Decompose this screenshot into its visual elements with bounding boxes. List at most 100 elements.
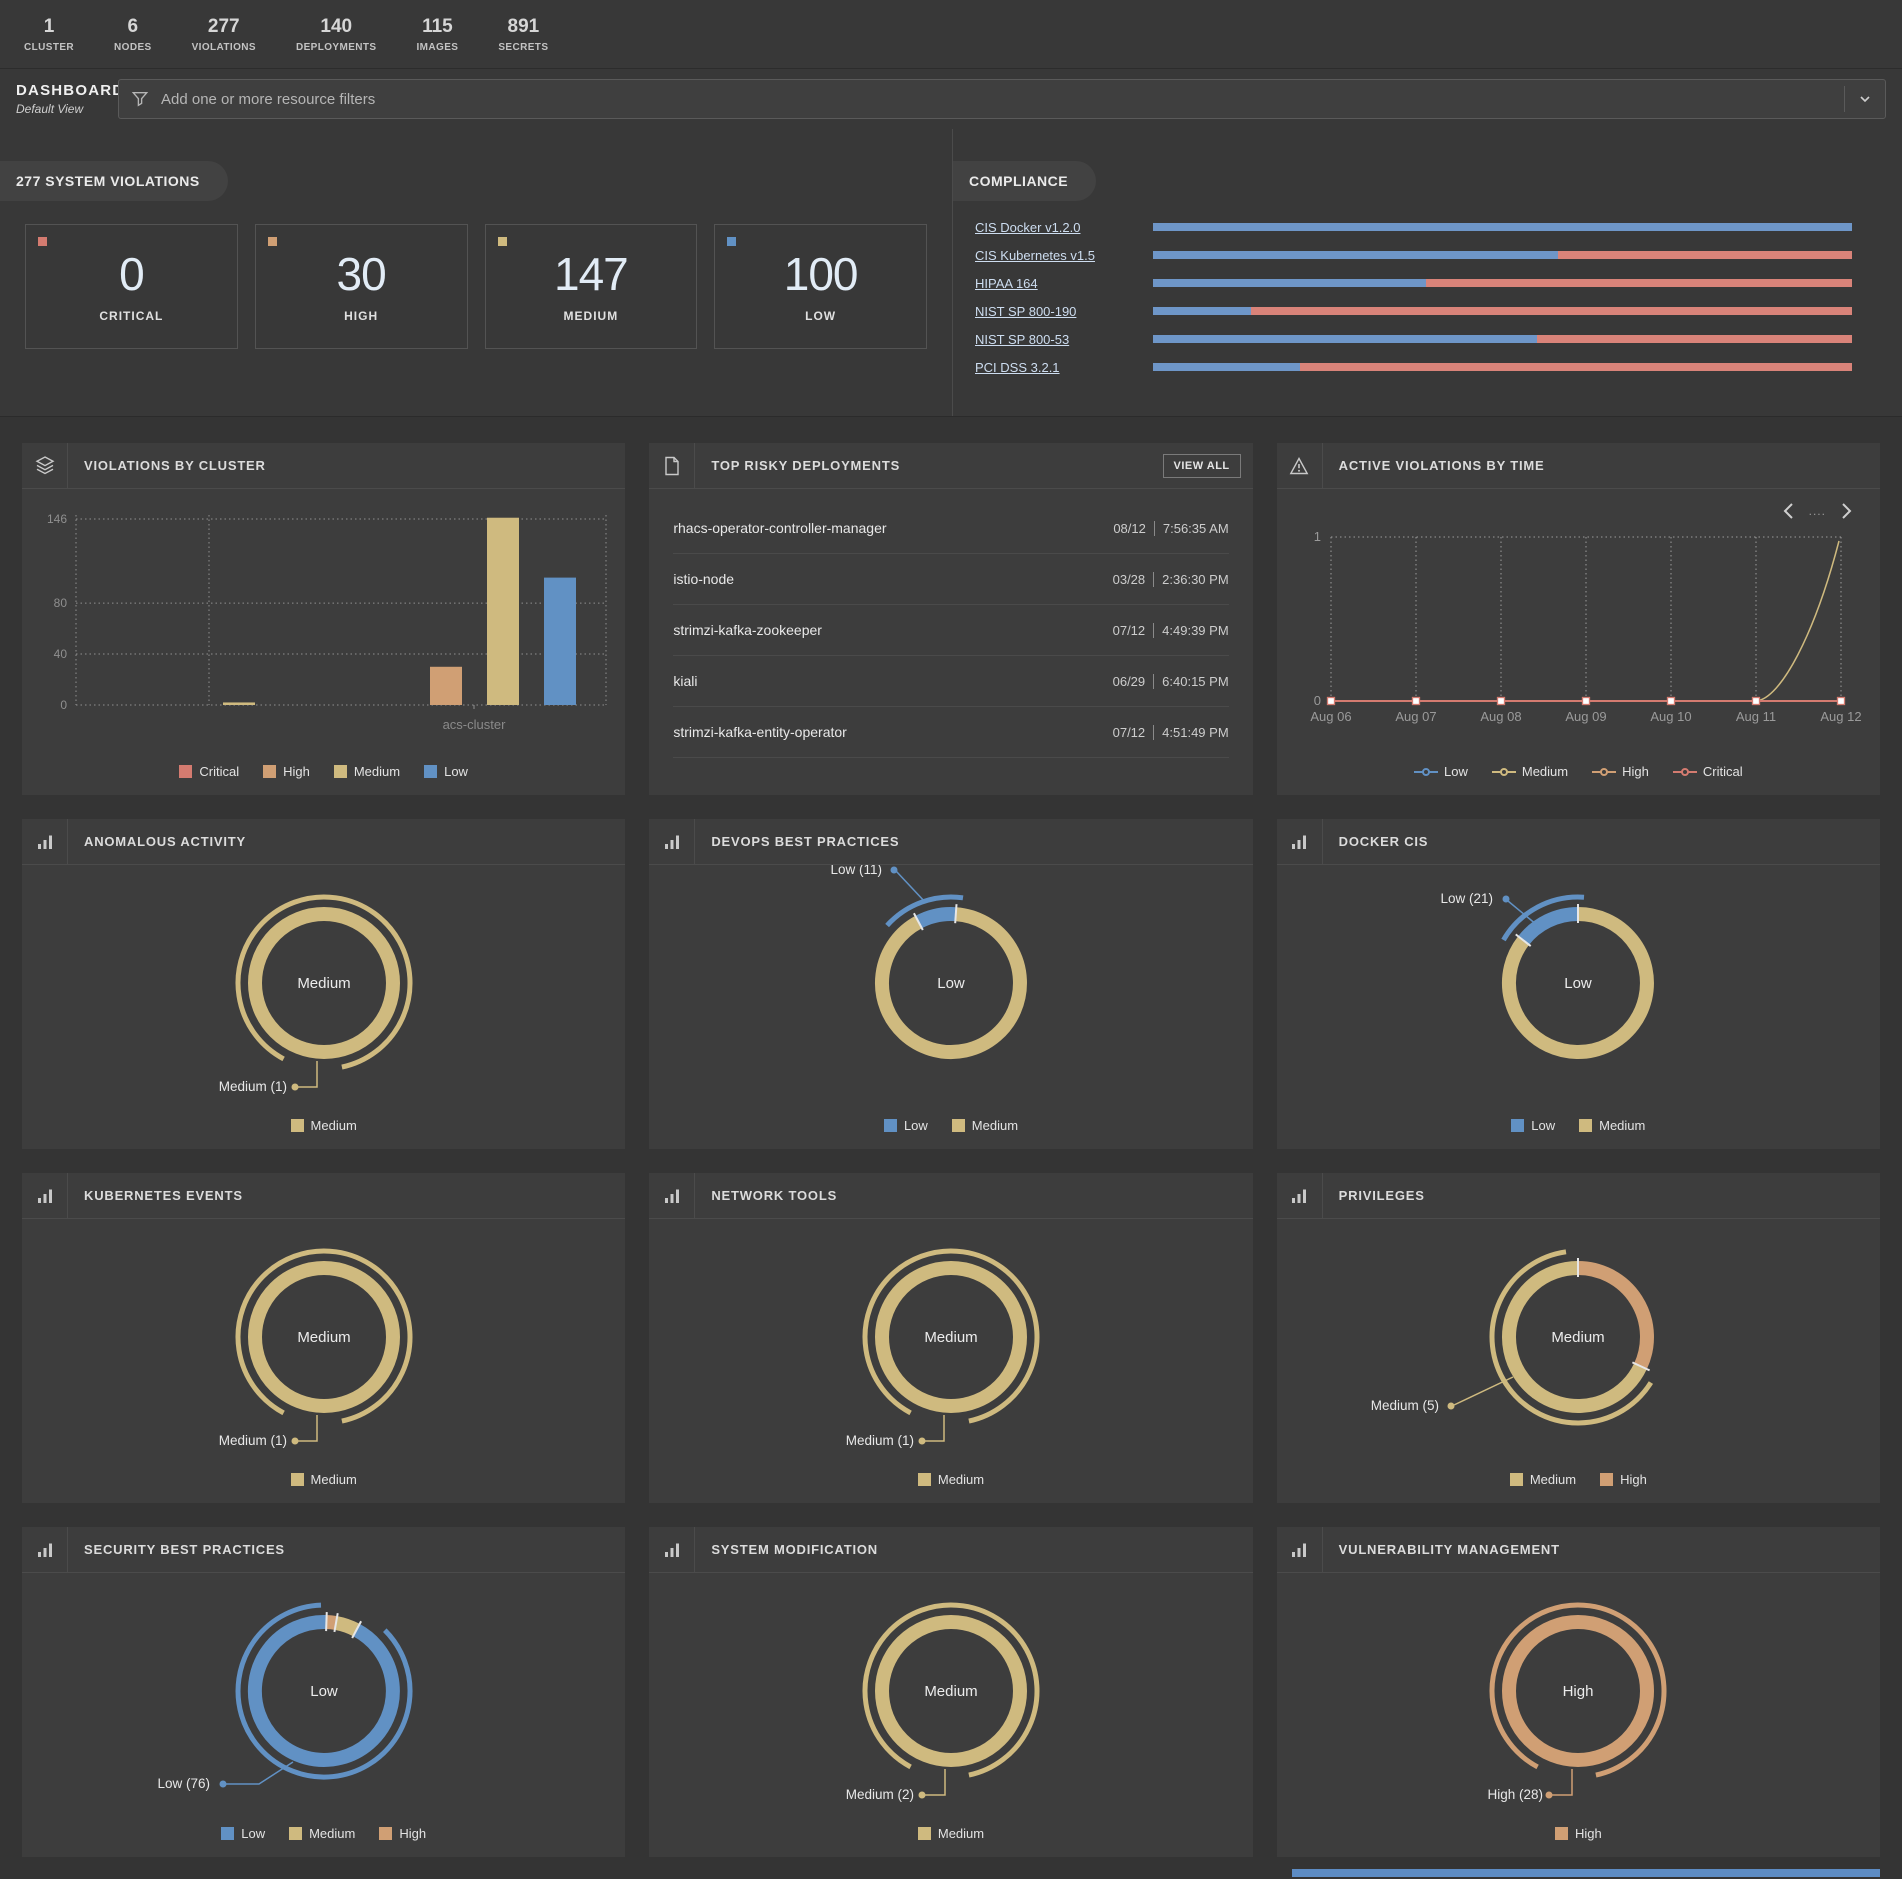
legend-label: High xyxy=(283,764,310,779)
stat-nodes[interactable]: 6 NODES xyxy=(114,16,152,53)
cluster-bar-low[interactable] xyxy=(543,577,576,705)
bottom-scrollbar-thumb[interactable] xyxy=(1292,1869,1880,1877)
compliance-bar xyxy=(1153,335,1852,343)
compliance-bar xyxy=(1153,363,1852,371)
donut-chart: Low Low (21) xyxy=(1441,891,1655,1059)
legend-label: Low xyxy=(444,764,468,779)
severity-color-swatch xyxy=(497,237,507,246)
legend-swatch xyxy=(917,1827,931,1840)
callout-label: Medium (1) xyxy=(218,1079,286,1094)
compliance-standard-link[interactable]: HIPAA 164 xyxy=(975,275,1038,291)
donut-segment-medium[interactable] xyxy=(1502,907,1655,1059)
resource-filter-box[interactable] xyxy=(118,79,1886,119)
deployment-row[interactable]: strimzi-kafka-zookeeper 07/12 4:49:39 PM xyxy=(673,605,1229,656)
panel-kubernetes-events: KUBERNETES EVENTS Medium Medium (1) Medium xyxy=(22,1173,626,1503)
donut-segment-low[interactable] xyxy=(247,1614,400,1767)
donut-legend: High xyxy=(1277,1818,1880,1857)
donut-segment-low[interactable] xyxy=(1518,906,1579,946)
deployment-row[interactable]: istio-node 03/28 2:36:30 PM xyxy=(673,554,1229,605)
date-time-divider xyxy=(1153,724,1155,740)
deployment-row[interactable]: kiali 06/29 6:40:15 PM xyxy=(673,656,1229,707)
violation-card-medium[interactable]: 147 MEDIUM xyxy=(484,224,698,349)
legend-label: Low xyxy=(1444,764,1468,779)
compliance-row: HIPAA 164 xyxy=(975,269,1852,297)
callout-label: Medium (1) xyxy=(846,1433,914,1448)
donut-segment-medium[interactable] xyxy=(874,1615,1027,1767)
severity-color-swatch xyxy=(267,237,277,246)
violation-card-critical[interactable]: 0 CRITICAL xyxy=(25,224,238,349)
compliance-standard-link[interactable]: NIST SP 800-190 xyxy=(975,303,1077,319)
deployment-timestamp: 06/29 6:40:15 PM xyxy=(1113,673,1229,689)
view-all-button[interactable]: VIEW ALL xyxy=(1162,453,1241,478)
timeline-pager: .... xyxy=(1277,489,1880,521)
donut-center-label: Medium xyxy=(924,1329,977,1346)
donut-segment-medium[interactable] xyxy=(247,907,400,1059)
chevron-right-icon[interactable] xyxy=(1840,501,1854,521)
date-time-divider xyxy=(1153,622,1155,638)
stat-secrets[interactable]: 891 SECRETS xyxy=(498,16,548,53)
stat-value: 1 xyxy=(43,15,55,37)
svg-text:Aug 11: Aug 11 xyxy=(1736,709,1776,724)
legend-label: High xyxy=(1574,1826,1602,1841)
legend-item-low: Low xyxy=(1414,764,1468,779)
compliance-bar-pass xyxy=(1153,279,1426,287)
donut-segment-high[interactable] xyxy=(1578,1261,1655,1370)
donut-segment-high[interactable] xyxy=(1502,1615,1655,1767)
violation-card-low[interactable]: 100 LOW xyxy=(714,224,927,349)
callout-line xyxy=(1507,900,1538,926)
filter-dropdown-toggle[interactable] xyxy=(1844,86,1873,112)
panel-header: SYSTEM MODIFICATION xyxy=(649,1527,1253,1573)
stat-deployments[interactable]: 140 DEPLOYMENTS xyxy=(296,16,377,53)
legend-swatch xyxy=(1579,1119,1593,1132)
legend-swatch xyxy=(424,765,438,778)
panel-header: SECURITY BEST PRACTICES xyxy=(22,1527,626,1573)
cluster-bar-medium[interactable] xyxy=(486,517,519,705)
panel-top-risky-deployments: TOP RISKY DEPLOYMENTS VIEW ALL rhacs-ope… xyxy=(649,443,1253,795)
deployment-row[interactable]: rhacs-operator-controller-manager 08/12 7:… xyxy=(673,503,1229,554)
donut-chart: Medium Medium (5) xyxy=(1371,1249,1655,1426)
compliance-standard-link[interactable]: CIS Docker v1.2.0 xyxy=(975,219,1081,235)
deployment-row[interactable]: strimzi-kafka-entity-operator 07/12 4:51:4… xyxy=(673,707,1229,758)
panel-vulnerability-management: VULNERABILITY MANAGEMENT High High (28) Hig… xyxy=(1276,1527,1880,1857)
legend-label: Medium xyxy=(310,1118,357,1133)
cluster-bar-medium[interactable] xyxy=(222,702,255,705)
panel-violations-by-cluster: VIOLATIONS BY CLUSTER 146 80 40 0 acs-cluste… xyxy=(22,443,626,795)
cluster-bar-high[interactable] xyxy=(429,666,462,705)
deployment-date: 07/12 xyxy=(1112,724,1146,740)
violation-card-high[interactable]: 30 HIGH xyxy=(254,224,468,349)
panel-anomalous-activity: ANOMALOUS ACTIVITY Medium Medium (1) Medium xyxy=(22,819,626,1149)
donut-segment-medium[interactable] xyxy=(1502,1261,1648,1413)
donut-segment-medium[interactable] xyxy=(874,1261,1027,1413)
svg-text:Aug 06: Aug 06 xyxy=(1311,709,1352,724)
stat-violations[interactable]: 277 VIOLATIONS xyxy=(192,16,256,53)
compliance-standard-link[interactable]: PCI DSS 3.2.1 xyxy=(975,359,1060,375)
legend-label: Medium xyxy=(309,1826,356,1841)
compliance-bar-pass xyxy=(1153,251,1559,259)
chevron-left-icon[interactable] xyxy=(1781,501,1795,521)
compliance-row: CIS Docker v1.2.0 xyxy=(975,213,1852,241)
legend-item-low: Low xyxy=(424,764,468,779)
donut-chart: Medium Medium (2) xyxy=(846,1602,1040,1802)
panel-active-violations-by-time: ACTIVE VIOLATIONS BY TIME .... Aug 06 Aug… xyxy=(1276,443,1880,795)
callout-label: Medium (2) xyxy=(846,1787,914,1802)
donut-segment-low[interactable] xyxy=(915,907,957,929)
bar-chart-icon xyxy=(649,819,696,864)
compliance-standard-link[interactable]: CIS Kubernetes v1.5 xyxy=(975,247,1095,263)
donut-segment-medium[interactable] xyxy=(874,907,1027,1060)
svg-text:Aug 12: Aug 12 xyxy=(1821,709,1862,724)
compliance-standard-link[interactable]: NIST SP 800-53 xyxy=(975,331,1070,347)
legend-item-medium: Medium xyxy=(1509,1472,1576,1487)
legend-label: Low xyxy=(241,1826,266,1841)
legend-label: High xyxy=(1622,764,1649,779)
resource-filter-input[interactable] xyxy=(159,89,1834,109)
donut-segment-medium[interactable] xyxy=(247,1261,400,1413)
donut-segment-medium[interactable] xyxy=(334,1616,360,1637)
stat-cluster[interactable]: 1 CLUSTER xyxy=(24,16,74,53)
legend-label: High xyxy=(1620,1472,1647,1487)
compliance-bar xyxy=(1153,223,1852,231)
stat-images[interactable]: 115 IMAGES xyxy=(417,16,459,53)
donut-highlight-arc xyxy=(862,1602,1040,1778)
violation-count: 100 xyxy=(783,247,859,300)
donut-legend: Low Medium xyxy=(649,1110,1252,1149)
donut-segment-high[interactable] xyxy=(325,1615,337,1630)
